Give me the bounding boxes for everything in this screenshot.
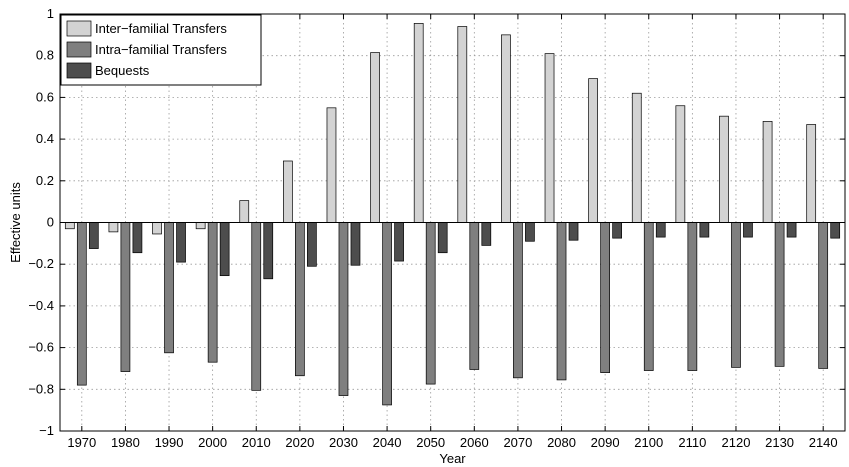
bar-series1-2010 <box>251 222 262 391</box>
legend-label-2: Bequests <box>95 63 150 78</box>
y-tick-label-6: 0.2 <box>36 173 54 188</box>
bar-series1-2110 <box>687 222 698 371</box>
legend-swatch-2 <box>66 62 92 79</box>
y-tick-label-5: 0 <box>47 215 54 230</box>
y-tick-label-7: 0.4 <box>36 131 54 146</box>
bar-series2-2030 <box>350 222 361 266</box>
bar-series2-2070 <box>525 222 535 242</box>
bar-series1-2000 <box>207 222 218 363</box>
bar-series0-2050 <box>413 23 424 223</box>
bar-series1-1980 <box>120 222 131 372</box>
y-tick-label-3: −0.4 <box>28 298 54 313</box>
bar-series0-2130 <box>762 121 773 223</box>
bar-series2-2120 <box>743 222 753 238</box>
bar-series2-2140 <box>830 222 841 239</box>
bar-series2-2100 <box>655 222 666 238</box>
bar-series0-2040 <box>370 52 380 223</box>
x-tick-label-2130: 2130 <box>765 435 794 450</box>
bar-series0-2000 <box>195 222 206 230</box>
bar-series2-2020 <box>307 222 317 267</box>
x-tick-label-1990: 1990 <box>155 435 184 450</box>
bar-series0-2100 <box>631 92 642 223</box>
legend-label-0: Inter−familial Transfers <box>95 21 227 36</box>
x-axis-label: Year <box>439 451 466 466</box>
x-tick-label-2110: 2110 <box>678 435 706 450</box>
y-tick-label-0: −1 <box>39 423 54 438</box>
bar-series2-1990 <box>176 222 186 263</box>
bar-series2-2010 <box>263 222 274 280</box>
bar-series1-2140 <box>818 222 829 369</box>
bar-series0-2020 <box>283 160 293 223</box>
bar-series2-2090 <box>612 222 622 239</box>
legend-label-1: Intra−familial Transfers <box>95 42 227 57</box>
y-axis-label: Effective units <box>8 182 23 263</box>
bar-series2-2050 <box>437 222 448 254</box>
bar-series1-1970 <box>76 222 87 386</box>
bar-series2-2080 <box>568 222 579 241</box>
bar-series1-2070 <box>513 222 523 379</box>
x-tick-label-2020: 2020 <box>285 435 314 450</box>
x-tick-label-2120: 2120 <box>722 435 751 450</box>
bar-series0-2080 <box>544 53 555 223</box>
x-tick-label-2090: 2090 <box>591 435 620 450</box>
x-tick-label-2000: 2000 <box>198 435 227 450</box>
y-tick-label-1: −0.8 <box>28 381 54 396</box>
x-tick-label-2060: 2060 <box>460 435 489 450</box>
x-tick-labels: 1970 1980 1990 2000 2010 2020 2030 2040 2050 2060… <box>67 435 837 450</box>
bar-series0-2110 <box>675 105 686 223</box>
bar-series1-2040 <box>382 222 392 406</box>
legend-items: Inter−familial Transfers Intra−familial T… <box>66 20 227 79</box>
bar-series1-2050 <box>425 222 436 385</box>
y-tick-label-4: −0.2 <box>28 256 54 271</box>
legend-swatch-0 <box>66 20 92 37</box>
x-tick-label-2050: 2050 <box>416 435 445 450</box>
bar-series1-2120 <box>731 222 741 368</box>
bar-series2-2060 <box>481 222 492 246</box>
y-tick-labels: −1 −0.8 −0.6 −0.4 −0.2 0 0.2 0.4 0.6 0.8 1 <box>28 6 54 438</box>
y-tick-label-2: −0.6 <box>28 340 54 355</box>
bar-series1-2020 <box>295 222 305 377</box>
bars <box>64 23 841 406</box>
bar-series0-2090 <box>588 78 598 223</box>
legend-swatch-1 <box>66 41 92 58</box>
bar-series1-2090 <box>600 222 610 373</box>
y-tick-label-8: 0.6 <box>36 89 54 104</box>
bar-series2-1970 <box>88 222 99 249</box>
bar-series1-2030 <box>338 222 349 396</box>
bar-series1-2060 <box>469 222 480 370</box>
bar-series0-2120 <box>719 115 729 223</box>
x-tick-label-2070: 2070 <box>503 435 532 450</box>
x-tick-label-2040: 2040 <box>373 435 402 450</box>
y-tick-label-10: 1 <box>47 6 54 21</box>
x-tick-label-2010: 2010 <box>242 435 271 450</box>
legend: Inter−familial Transfers Intra−familial T… <box>60 14 262 86</box>
bar-series2-2110 <box>699 222 710 238</box>
bar-series2-2130 <box>786 222 797 238</box>
legend-box <box>60 14 262 86</box>
bar-series1-2130 <box>774 222 785 367</box>
bar-series0-2010 <box>239 200 250 223</box>
bar-series0-2140 <box>806 124 817 223</box>
bar-series0-2030 <box>326 107 337 223</box>
y-tick-label-9: 0.8 <box>36 48 54 63</box>
bar-series0-1970 <box>64 222 75 230</box>
bar-series0-2070 <box>501 34 511 223</box>
bar-series0-2060 <box>457 26 468 223</box>
bar-series0-1990 <box>152 222 162 235</box>
bar-series1-2080 <box>556 222 567 381</box>
bar-series2-2040 <box>394 222 404 262</box>
bar-series1-2100 <box>643 222 654 371</box>
x-tick-label-2100: 2100 <box>634 435 663 450</box>
x-tick-label-1970: 1970 <box>67 435 96 450</box>
x-tick-label-2140: 2140 <box>809 435 838 450</box>
x-tick-label-2030: 2030 <box>329 435 358 450</box>
bar-series2-1980 <box>132 222 143 254</box>
bar-series2-2000 <box>219 222 230 277</box>
x-tick-label-1980: 1980 <box>111 435 140 450</box>
bar-series1-1990 <box>164 222 174 354</box>
x-tick-label-2080: 2080 <box>547 435 576 450</box>
bar-series0-1980 <box>108 222 119 233</box>
